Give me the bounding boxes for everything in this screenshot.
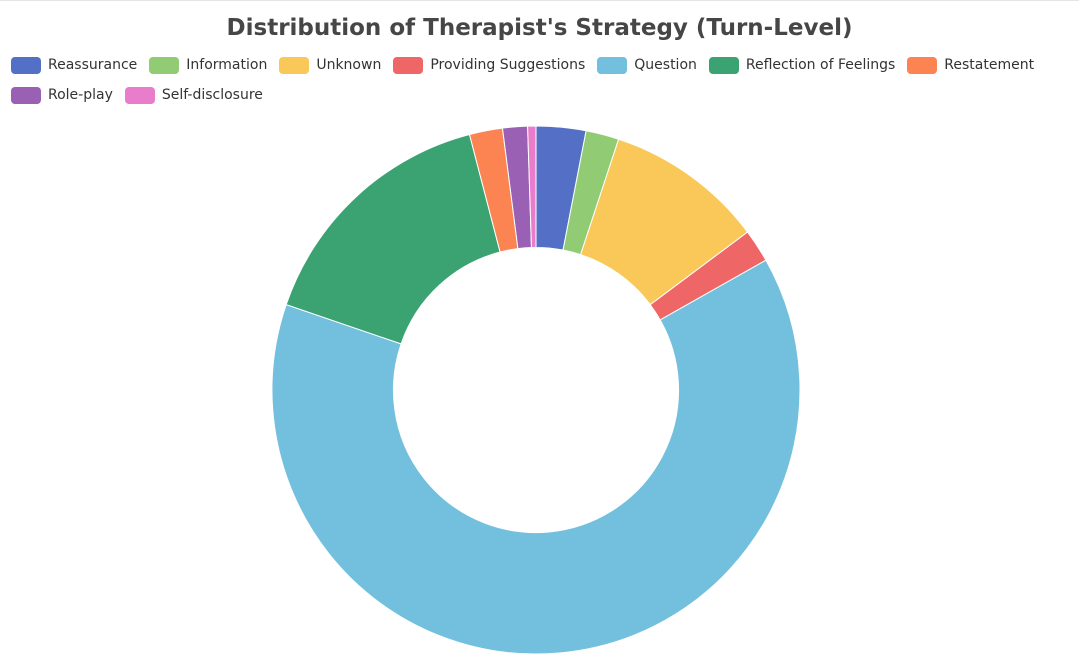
chart-legend: Reassurance Information Unknown Providing S… [11, 55, 1073, 105]
legend-item-providing-suggestions[interactable]: Providing Suggestions [393, 55, 585, 75]
legend-swatch [708, 56, 739, 74]
legend-item-reflection-of-feelings[interactable]: Reflection of Feelings [708, 55, 896, 75]
legend-swatch [907, 56, 938, 74]
legend-item-information[interactable]: Information [149, 55, 267, 75]
legend-label: Question [634, 57, 697, 73]
legend-label: Providing Suggestions [430, 57, 586, 73]
legend-item-restatement[interactable]: Restatement [907, 55, 1034, 75]
chart-title: Distribution of Therapist's Strategy (Tu… [226, 15, 853, 41]
slice-self-disclosure[interactable] [527, 125, 537, 249]
legend-swatch [11, 56, 41, 74]
slice-reflection-of-feelings[interactable] [285, 133, 501, 345]
legend-label: Information [186, 57, 268, 73]
legend-swatch [11, 86, 41, 104]
legend-swatch [393, 56, 424, 74]
legend-label: Unknown [316, 57, 382, 73]
legend-label: Reflection of Feelings [745, 57, 896, 73]
donut-slices [271, 125, 801, 655]
legend-item-role-play[interactable]: Role-play [11, 85, 113, 105]
legend-swatch [597, 56, 628, 74]
legend-item-question[interactable]: Question [597, 55, 697, 75]
legend-label: Self-disclosure [161, 87, 263, 103]
legend-item-reassurance[interactable]: Reassurance [11, 55, 137, 75]
legend-item-unknown[interactable]: Unknown [279, 55, 381, 75]
legend-swatch [279, 56, 310, 74]
legend-swatch [149, 56, 180, 74]
legend-swatch [124, 86, 155, 104]
legend-label: Reassurance [48, 57, 138, 73]
top-border [0, 0, 1079, 1]
legend-label: Role-play [48, 87, 113, 103]
slice-question[interactable] [271, 259, 801, 655]
legend-label: Restatement [944, 57, 1035, 73]
legend-item-self-disclosure[interactable]: Self-disclosure [124, 85, 263, 105]
